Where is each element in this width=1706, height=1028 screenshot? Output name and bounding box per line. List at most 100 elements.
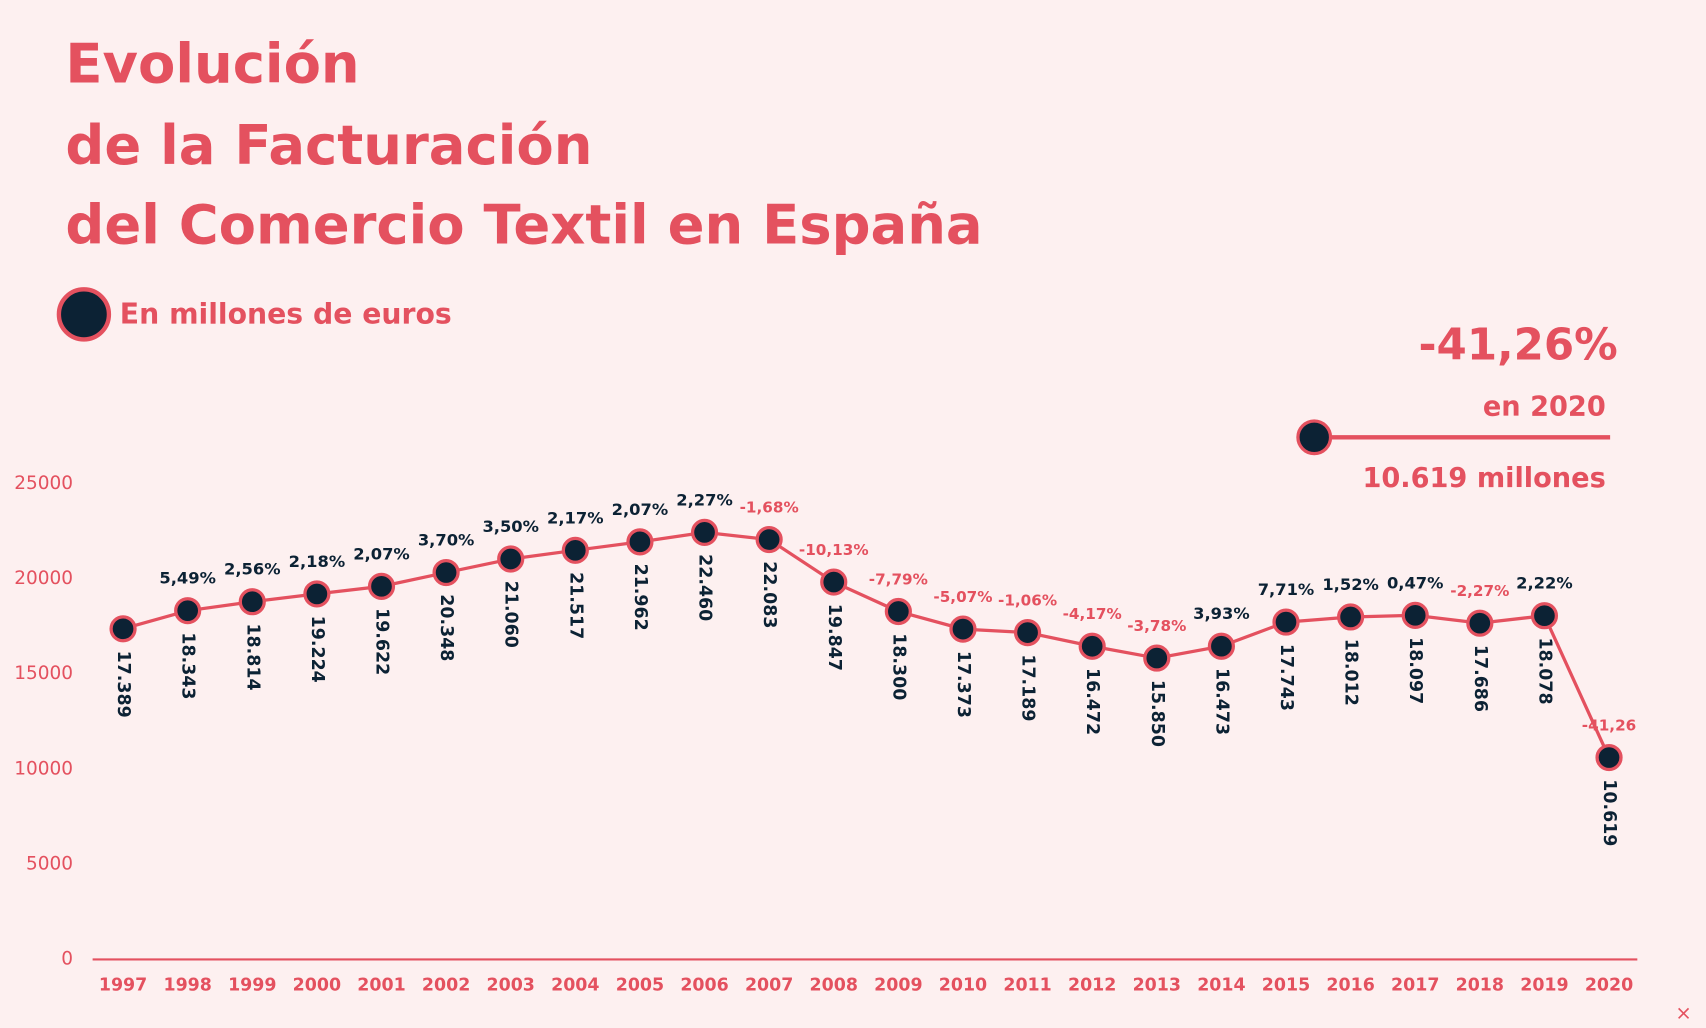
point	[1013, 619, 1042, 647]
value-label: 21.962	[630, 564, 650, 631]
y-tick-label: 25000	[14, 473, 73, 494]
x-tick-label: 1998	[163, 976, 211, 996]
value-label: 16.472	[1082, 668, 1102, 735]
legend-label: En millones de euros	[120, 297, 452, 330]
point	[367, 572, 396, 600]
value-label: 18.814	[242, 623, 262, 690]
change-label: -1,68%	[740, 499, 799, 517]
point	[1207, 632, 1235, 660]
x-tick-label: 2016	[1326, 976, 1374, 996]
point	[238, 588, 266, 616]
y-tick-label: 5000	[26, 853, 73, 874]
x-tick-label: 2014	[1197, 976, 1245, 996]
annotation-subline: en 2020	[1483, 391, 1606, 422]
x-tick-label: 2011	[1003, 976, 1051, 996]
value-label: 16.473	[1211, 668, 1231, 735]
value-label: 21.060	[501, 581, 521, 648]
change-label: 0,47%	[1387, 573, 1444, 592]
point	[1143, 644, 1171, 672]
x-tick-label: 2003	[487, 976, 535, 996]
point	[884, 597, 912, 626]
y-tick-label: 0	[61, 948, 73, 969]
point	[690, 518, 719, 546]
x-tick-label: 2001	[357, 976, 405, 996]
value-label: 10.619	[1599, 779, 1619, 846]
x-tick-label: 2008	[810, 976, 858, 996]
x-tick-label: 2017	[1391, 976, 1439, 996]
point	[561, 536, 589, 564]
value-label: 17.373	[953, 651, 973, 718]
change-label: -5,07%	[933, 588, 992, 606]
x-tick-label: 2004	[551, 976, 599, 996]
change-label: 2,18%	[289, 552, 346, 571]
title-line: de la Facturación	[65, 114, 592, 177]
point	[432, 558, 460, 587]
annotation-headline: -41,26%	[1419, 321, 1618, 371]
value-label: 22.460	[695, 554, 715, 621]
value-label: 18.012	[1341, 639, 1361, 706]
value-label: 18.078	[1534, 637, 1554, 704]
title-line: Evolución	[65, 33, 359, 96]
value-label: 22.083	[759, 561, 779, 628]
value-label: 18.097	[1405, 637, 1425, 704]
change-label: 2,07%	[612, 500, 669, 519]
x-tick-label: 2015	[1262, 976, 1310, 996]
change-label: -41,26	[1582, 716, 1636, 734]
change-label: 2,22%	[1516, 574, 1573, 593]
change-label: 2,17%	[547, 508, 604, 527]
annotation-value: 10.619 millones	[1362, 463, 1605, 494]
value-label: 20.348	[436, 594, 456, 661]
change-label: 2,56%	[224, 560, 281, 579]
change-label: 1,52%	[1322, 575, 1379, 594]
y-tick-label: 15000	[14, 663, 73, 684]
change-label: 3,70%	[418, 530, 475, 549]
value-label: 17.686	[1470, 645, 1490, 712]
x-tick-label: 2012	[1068, 976, 1116, 996]
decor-cross: ×	[1675, 1001, 1691, 1024]
change-label: -1,06%	[998, 592, 1057, 610]
change-label: -7,79%	[869, 570, 928, 588]
change-label: 7,71%	[1258, 580, 1315, 599]
x-tick-label: 2020	[1585, 976, 1633, 996]
point	[109, 615, 137, 643]
value-label: 19.224	[307, 616, 327, 683]
point	[497, 545, 525, 573]
point	[1272, 608, 1300, 636]
point	[1337, 603, 1365, 631]
y-tick-label: 20000	[14, 568, 73, 589]
x-tick-label: 2010	[939, 976, 987, 996]
change-label: -3,78%	[1127, 617, 1186, 635]
change-label: 5,49%	[159, 569, 216, 588]
title-line: del Comercio Textil en España	[65, 194, 982, 257]
point	[1401, 601, 1429, 629]
x-tick-label: 2018	[1456, 976, 1504, 996]
x-tick-label: 2002	[422, 976, 470, 996]
point	[755, 525, 783, 554]
change-label: -2,27%	[1450, 582, 1509, 600]
x-tick-label: 2000	[293, 976, 341, 996]
change-label: -4,17%	[1063, 605, 1122, 623]
x-tick-label: 2006	[680, 976, 728, 996]
value-label: 15.850	[1147, 680, 1167, 747]
x-tick-label: 2009	[874, 976, 922, 996]
point	[1595, 743, 1623, 772]
point	[949, 615, 977, 643]
value-label: 18.343	[178, 632, 198, 699]
legend-marker	[56, 287, 112, 342]
x-tick-label: 2019	[1520, 976, 1568, 996]
value-label: 18.300	[888, 633, 908, 700]
value-label: 17.743	[1276, 644, 1296, 711]
y-tick-label: 10000	[14, 758, 73, 779]
point	[1466, 609, 1494, 637]
value-label: 17.389	[113, 651, 133, 718]
point	[1078, 632, 1106, 660]
change-label: 2,07%	[353, 544, 410, 563]
x-tick-label: 1999	[228, 976, 276, 996]
point	[626, 528, 654, 556]
value-label: 17.189	[1018, 654, 1038, 721]
value-label: 21.517	[565, 572, 585, 639]
value-label: 19.622	[371, 608, 391, 675]
change-label: -10,13%	[799, 541, 869, 559]
